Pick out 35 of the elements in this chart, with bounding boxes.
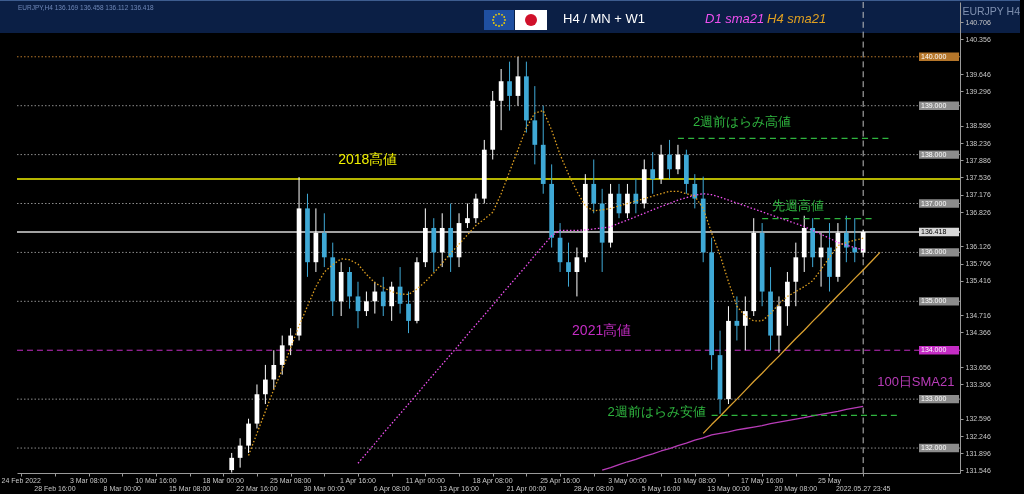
series-label: 2週前はらみ安値 (607, 404, 706, 420)
ref-line-label: 2018高値 (338, 151, 398, 168)
annotation: 2021高値 (572, 322, 632, 339)
candlestick (406, 291, 411, 334)
candlestick (742, 295, 748, 351)
candlestick (633, 178, 639, 214)
text: EURJPY H4 (962, 5, 1021, 17)
text: D1 sma21 (705, 11, 765, 26)
candlestick (692, 173, 698, 209)
series-label: 2週前はらみ高値 (692, 114, 792, 130)
candlestick (263, 364, 268, 405)
candlestick (465, 203, 470, 229)
candlestick (843, 215, 849, 263)
candlestick (229, 452, 235, 474)
candlestick (625, 183, 630, 219)
candlestick (380, 276, 386, 317)
candlestick (860, 229, 866, 258)
line-series (247, 109, 864, 457)
candlestick (667, 139, 672, 180)
candlestick (389, 281, 395, 322)
series-label: 先週高値 (772, 197, 825, 213)
candlestick (507, 61, 512, 112)
candlestick (372, 281, 378, 315)
text: H4 sma21 (767, 11, 827, 26)
candlestick (246, 418, 251, 454)
candlestick (279, 335, 285, 376)
candlestick (288, 327, 293, 356)
candlestick (591, 158, 597, 214)
candlestick (650, 151, 656, 195)
candlestick (364, 291, 369, 317)
annotation: H4 / MN + W1 (563, 11, 645, 26)
series-label: 100日SMA21 (877, 374, 955, 390)
candlestick (271, 349, 277, 390)
line-series (601, 405, 864, 471)
candlestick (566, 242, 571, 288)
